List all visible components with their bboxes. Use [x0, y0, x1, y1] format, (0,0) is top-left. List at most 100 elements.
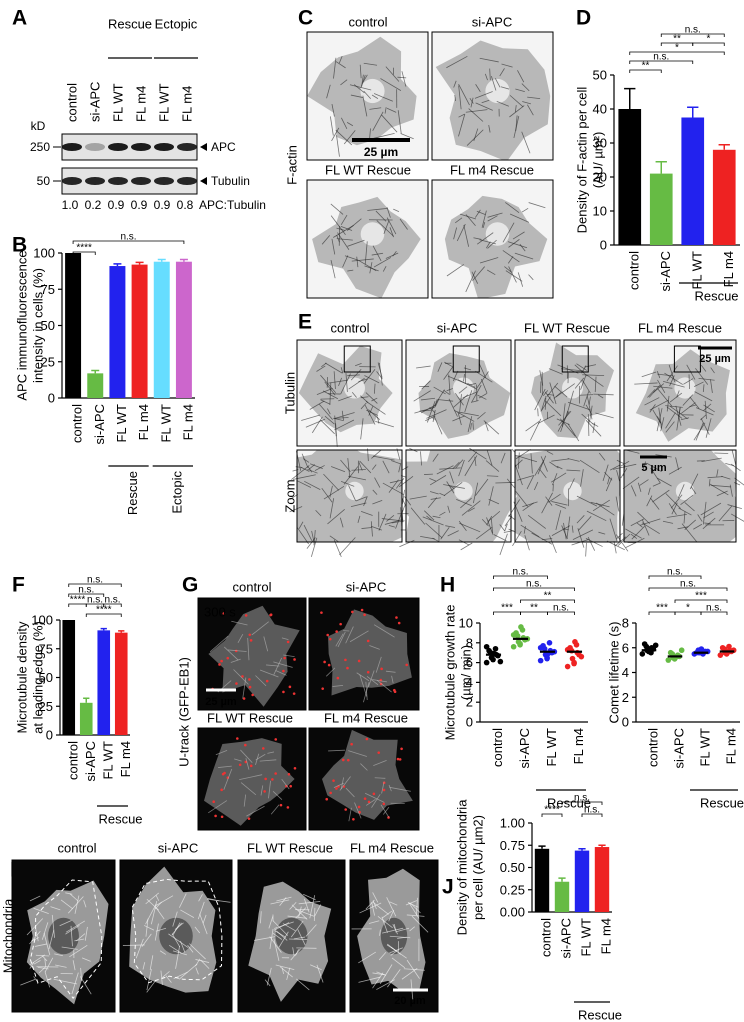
significance-bracket — [72, 251, 96, 255]
nucleus — [563, 481, 582, 501]
filament — [466, 129, 484, 146]
filament — [495, 481, 516, 484]
error-bar — [135, 261, 144, 265]
filament — [479, 57, 499, 63]
bar — [97, 630, 111, 735]
filament — [649, 399, 669, 411]
comet — [339, 622, 342, 626]
filament — [386, 944, 396, 951]
filament — [272, 920, 289, 936]
filament — [552, 473, 558, 486]
filament — [327, 509, 345, 525]
column-label: FL m4 Rescue — [350, 841, 434, 856]
filament — [325, 362, 343, 374]
comet — [382, 802, 386, 806]
filament — [464, 455, 478, 477]
significance-label: *** — [501, 603, 513, 614]
column-label: si-APC — [437, 321, 477, 336]
zoom-box — [343, 345, 371, 373]
filament — [391, 957, 406, 969]
lane-label: FL m4 — [180, 86, 195, 122]
filament — [683, 378, 694, 385]
filament — [400, 133, 414, 140]
comet — [344, 658, 347, 662]
filament — [367, 670, 375, 688]
comet — [360, 608, 364, 612]
filament — [143, 925, 155, 931]
filament — [420, 397, 436, 401]
filament — [587, 536, 596, 551]
filament — [292, 947, 295, 956]
filament — [145, 892, 160, 905]
zoom-box — [561, 345, 589, 373]
filament — [515, 448, 531, 460]
x-tick-label: FL m4 — [721, 251, 736, 287]
filament — [733, 482, 741, 486]
comet — [365, 737, 369, 741]
filament — [613, 541, 617, 554]
filament — [230, 658, 241, 663]
band — [154, 177, 174, 185]
filament — [272, 791, 283, 801]
filament — [296, 978, 310, 991]
filament — [395, 478, 405, 489]
filament — [639, 479, 649, 486]
filament — [397, 76, 407, 79]
filament — [356, 256, 359, 268]
y-tick-label: 25 — [39, 699, 53, 714]
filament — [371, 449, 382, 459]
filament — [588, 405, 593, 423]
filament — [650, 467, 661, 484]
filament — [576, 363, 588, 371]
filament — [207, 898, 231, 903]
filament — [329, 498, 335, 519]
data-point — [537, 657, 544, 664]
band — [131, 177, 151, 185]
filament — [540, 456, 548, 472]
filament — [360, 763, 368, 771]
filament — [637, 511, 651, 525]
filament — [291, 465, 310, 480]
y-tick-label: 25 — [41, 354, 55, 369]
filament — [339, 776, 351, 791]
filament — [473, 237, 482, 240]
filament — [340, 459, 351, 473]
filament — [20, 979, 36, 986]
filament — [688, 374, 690, 390]
comet — [366, 670, 370, 674]
filament — [669, 392, 683, 403]
filament — [571, 525, 574, 533]
filament — [616, 532, 623, 539]
filament — [145, 918, 149, 937]
filament — [734, 477, 744, 486]
filament — [555, 383, 575, 398]
filament — [504, 523, 508, 532]
zoom-box — [452, 345, 480, 373]
filament — [364, 404, 376, 425]
significance-label: n.s. — [574, 793, 590, 804]
filament — [727, 504, 742, 510]
filament — [468, 507, 475, 512]
filament — [41, 922, 49, 940]
filament — [517, 475, 534, 481]
filament — [29, 954, 45, 966]
filament — [625, 537, 645, 548]
filament — [383, 220, 390, 235]
filament — [426, 409, 447, 419]
filament — [640, 518, 661, 526]
filament — [223, 646, 239, 661]
significance-bracket — [629, 51, 725, 55]
filament — [465, 109, 488, 113]
comet — [293, 766, 297, 770]
filament — [388, 909, 395, 922]
filament — [665, 412, 676, 429]
filament — [259, 669, 279, 678]
filament — [488, 498, 500, 505]
x-tick-label: FL WT — [158, 404, 173, 443]
filament — [486, 475, 499, 477]
filament — [443, 481, 463, 496]
filament — [508, 499, 521, 518]
filament — [382, 460, 390, 474]
filament — [467, 416, 473, 433]
filament — [656, 408, 663, 432]
